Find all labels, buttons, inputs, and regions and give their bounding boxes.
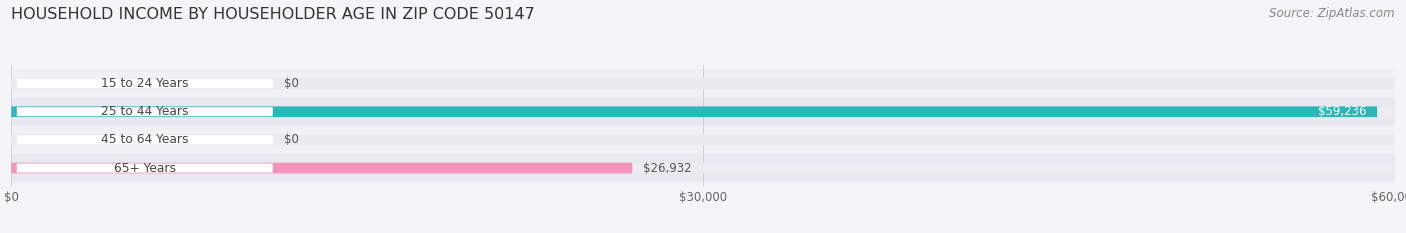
FancyBboxPatch shape	[11, 126, 1395, 154]
Text: $0: $0	[284, 134, 298, 146]
FancyBboxPatch shape	[11, 134, 1395, 145]
Text: $59,236: $59,236	[1317, 105, 1367, 118]
Text: $0: $0	[284, 77, 298, 90]
FancyBboxPatch shape	[11, 69, 1395, 98]
FancyBboxPatch shape	[11, 163, 633, 173]
FancyBboxPatch shape	[17, 107, 273, 116]
FancyBboxPatch shape	[17, 79, 273, 88]
Text: 45 to 64 Years: 45 to 64 Years	[101, 134, 188, 146]
FancyBboxPatch shape	[17, 135, 273, 144]
Text: 65+ Years: 65+ Years	[114, 161, 176, 175]
FancyBboxPatch shape	[11, 163, 1395, 173]
FancyBboxPatch shape	[11, 106, 1376, 117]
Text: 15 to 24 Years: 15 to 24 Years	[101, 77, 188, 90]
FancyBboxPatch shape	[11, 154, 1395, 182]
Text: HOUSEHOLD INCOME BY HOUSEHOLDER AGE IN ZIP CODE 50147: HOUSEHOLD INCOME BY HOUSEHOLDER AGE IN Z…	[11, 7, 536, 22]
FancyBboxPatch shape	[11, 78, 1395, 89]
Text: $26,932: $26,932	[644, 161, 692, 175]
FancyBboxPatch shape	[11, 98, 1395, 126]
FancyBboxPatch shape	[17, 164, 273, 173]
Text: 25 to 44 Years: 25 to 44 Years	[101, 105, 188, 118]
FancyBboxPatch shape	[11, 106, 1395, 117]
Text: Source: ZipAtlas.com: Source: ZipAtlas.com	[1270, 7, 1395, 20]
